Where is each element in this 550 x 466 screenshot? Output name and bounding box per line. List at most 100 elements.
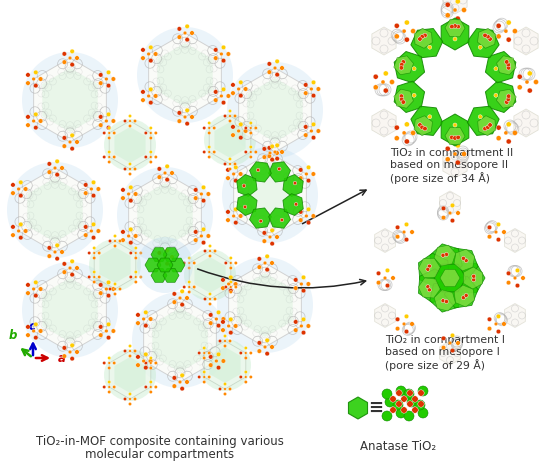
Circle shape [223, 392, 227, 396]
Circle shape [70, 62, 74, 67]
Polygon shape [163, 268, 179, 282]
Circle shape [275, 59, 279, 63]
Circle shape [534, 80, 538, 84]
Circle shape [221, 320, 225, 324]
Circle shape [32, 329, 35, 333]
Circle shape [188, 262, 190, 264]
Circle shape [104, 287, 108, 291]
Circle shape [221, 328, 225, 332]
Circle shape [11, 191, 15, 195]
Circle shape [178, 380, 182, 384]
Circle shape [55, 172, 59, 177]
Polygon shape [497, 56, 516, 75]
Circle shape [504, 29, 508, 33]
Polygon shape [283, 175, 303, 196]
Circle shape [203, 352, 206, 354]
Polygon shape [94, 241, 136, 289]
Circle shape [108, 380, 111, 384]
Circle shape [200, 192, 203, 196]
Circle shape [39, 77, 43, 81]
Circle shape [111, 287, 116, 291]
Circle shape [310, 129, 313, 133]
Circle shape [208, 254, 212, 258]
Circle shape [84, 183, 88, 187]
Circle shape [226, 218, 230, 222]
Circle shape [229, 256, 233, 260]
Circle shape [521, 276, 525, 280]
Circle shape [26, 81, 30, 85]
Polygon shape [463, 267, 483, 289]
Circle shape [527, 71, 532, 76]
Circle shape [304, 125, 308, 129]
Polygon shape [28, 178, 82, 242]
Circle shape [128, 355, 131, 357]
Circle shape [513, 130, 518, 136]
Circle shape [221, 317, 226, 321]
Circle shape [60, 166, 64, 170]
Circle shape [395, 225, 400, 230]
Circle shape [183, 261, 186, 265]
Circle shape [226, 168, 230, 172]
Circle shape [24, 187, 28, 191]
Polygon shape [349, 397, 367, 419]
Circle shape [275, 72, 279, 77]
Circle shape [142, 359, 145, 363]
Circle shape [504, 60, 509, 64]
Circle shape [234, 285, 238, 288]
Circle shape [280, 66, 284, 70]
Circle shape [144, 352, 148, 356]
Polygon shape [411, 106, 443, 136]
Circle shape [134, 247, 138, 250]
Circle shape [55, 256, 59, 261]
Circle shape [450, 349, 455, 353]
Circle shape [149, 151, 152, 154]
Circle shape [98, 333, 103, 337]
Circle shape [26, 333, 30, 337]
Circle shape [389, 80, 394, 84]
Circle shape [441, 215, 446, 220]
Circle shape [488, 123, 492, 127]
Circle shape [306, 324, 311, 328]
Circle shape [445, 157, 450, 162]
Circle shape [517, 85, 522, 90]
Circle shape [218, 387, 222, 391]
Circle shape [249, 351, 252, 355]
Circle shape [157, 175, 162, 179]
Polygon shape [194, 257, 225, 293]
Circle shape [87, 275, 91, 279]
Circle shape [373, 74, 378, 79]
Circle shape [208, 151, 211, 153]
Polygon shape [210, 347, 240, 383]
Circle shape [144, 131, 147, 135]
Circle shape [144, 310, 148, 315]
Circle shape [111, 77, 116, 81]
Circle shape [128, 392, 131, 396]
Circle shape [262, 147, 267, 151]
Circle shape [231, 91, 235, 96]
Circle shape [226, 210, 230, 214]
Circle shape [239, 80, 243, 84]
Circle shape [92, 247, 96, 250]
Circle shape [455, 160, 460, 165]
Circle shape [129, 227, 133, 232]
Circle shape [420, 125, 424, 130]
Polygon shape [394, 89, 414, 108]
Text: based on mesopore II: based on mesopore II [390, 160, 508, 170]
Circle shape [91, 235, 96, 240]
Circle shape [216, 352, 221, 356]
Circle shape [207, 376, 211, 378]
Circle shape [24, 229, 28, 233]
Circle shape [136, 321, 140, 325]
Circle shape [316, 129, 321, 133]
Circle shape [127, 192, 130, 196]
Circle shape [149, 366, 152, 370]
Circle shape [402, 131, 406, 135]
Circle shape [244, 346, 248, 350]
Polygon shape [439, 191, 460, 215]
Circle shape [192, 285, 196, 288]
Circle shape [144, 362, 147, 364]
Circle shape [96, 187, 101, 191]
Circle shape [97, 275, 101, 279]
Circle shape [129, 350, 131, 352]
Polygon shape [486, 52, 516, 83]
